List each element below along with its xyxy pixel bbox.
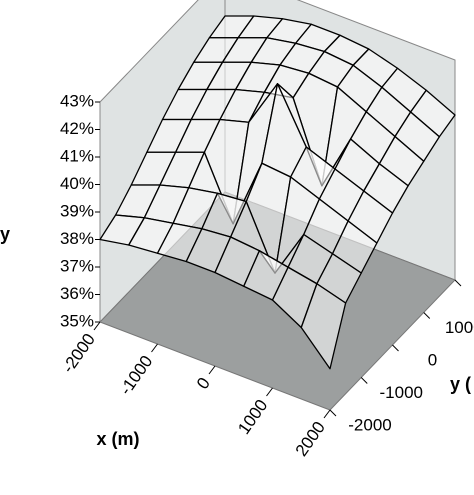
z-tick-label: 40% [60,174,94,193]
z-tick-label: 38% [60,229,94,248]
y-tick-label: 0 [428,350,437,369]
z-axis-title: y [0,224,10,244]
x-tick-label: 2000 [292,418,329,460]
y-tick [392,344,399,352]
x-tick-label: -2000 [58,330,99,377]
x-tick [208,365,216,375]
x-tick [323,409,331,419]
z-tick-label: 36% [60,284,94,303]
x-axis-title: x (m) [96,429,139,449]
y-tick-label: -1000 [380,383,423,402]
y-tick [454,279,462,287]
x-tick-label: 1000 [234,396,271,438]
y-tick [360,377,368,384]
y-tick [329,409,337,417]
y-tick [423,312,431,319]
z-tick-label: 41% [60,146,94,165]
y-tick-label: 1000 [445,318,474,337]
y-tick-label: -2000 [348,415,391,434]
z-tick-label: 37% [60,256,94,275]
x-tick [266,387,273,397]
z-tick-label: 35% [60,311,94,330]
x-tick-label: -1000 [116,352,157,399]
x-tick [93,321,101,331]
surface-cell [300,283,347,370]
x-tick-label: 0 [193,374,214,393]
y-axis-title: y ( [450,374,471,394]
z-tick-label: 42% [60,119,94,138]
z-tick-label: 39% [60,201,94,220]
x-tick [151,343,158,353]
z-tick-label: 43% [60,91,94,110]
